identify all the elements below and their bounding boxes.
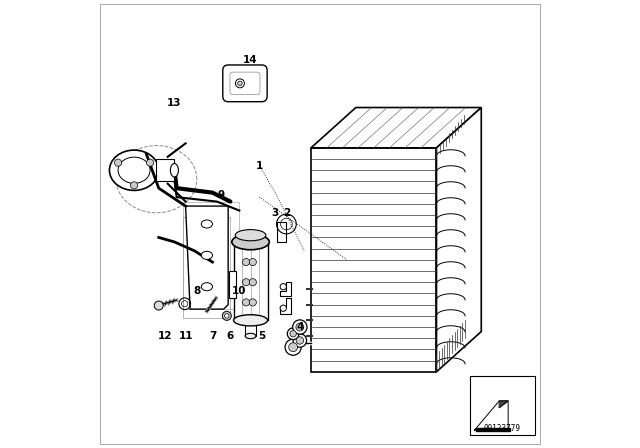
Circle shape [243, 279, 250, 286]
FancyBboxPatch shape [223, 65, 267, 102]
Circle shape [285, 339, 301, 355]
Circle shape [249, 258, 257, 266]
Text: 14: 14 [243, 56, 258, 65]
Text: 9: 9 [218, 190, 225, 200]
Polygon shape [280, 298, 291, 314]
Circle shape [243, 258, 250, 266]
Circle shape [147, 159, 154, 166]
Polygon shape [280, 282, 291, 296]
Text: 10: 10 [232, 286, 246, 296]
Polygon shape [474, 401, 508, 430]
Circle shape [131, 182, 138, 189]
Ellipse shape [234, 314, 268, 326]
Bar [156, 159, 174, 181]
Circle shape [296, 323, 304, 331]
Circle shape [280, 284, 287, 290]
Circle shape [154, 301, 163, 310]
Text: 5: 5 [258, 331, 266, 341]
Text: 7: 7 [209, 331, 216, 341]
Text: 1: 1 [256, 161, 263, 171]
Circle shape [225, 314, 229, 318]
Bar [277, 222, 287, 242]
Bar [229, 271, 236, 298]
Polygon shape [311, 148, 436, 372]
Polygon shape [186, 206, 228, 309]
Circle shape [115, 159, 122, 166]
Ellipse shape [201, 220, 212, 228]
Circle shape [289, 343, 298, 352]
Ellipse shape [201, 251, 212, 259]
Ellipse shape [236, 229, 266, 241]
Circle shape [296, 337, 303, 344]
Ellipse shape [170, 164, 179, 177]
Polygon shape [476, 428, 509, 431]
Ellipse shape [245, 333, 256, 339]
Text: 8: 8 [193, 286, 200, 296]
Circle shape [249, 279, 257, 286]
Text: 2: 2 [283, 208, 290, 218]
Text: 00123779: 00123779 [484, 424, 521, 433]
Ellipse shape [201, 283, 212, 291]
Polygon shape [234, 242, 268, 320]
Ellipse shape [109, 150, 159, 190]
Circle shape [249, 299, 257, 306]
Text: 13: 13 [167, 98, 182, 108]
Bar [470, 376, 535, 435]
Text: 12: 12 [158, 331, 173, 341]
Circle shape [290, 331, 296, 337]
Circle shape [237, 81, 242, 86]
Circle shape [287, 328, 299, 340]
Bar [183, 202, 239, 309]
Polygon shape [311, 108, 481, 148]
Circle shape [293, 334, 307, 347]
Bar [183, 217, 230, 318]
Ellipse shape [232, 234, 269, 250]
Circle shape [222, 311, 231, 320]
Circle shape [243, 299, 250, 306]
Text: 3: 3 [271, 208, 279, 218]
Text: 4: 4 [296, 322, 303, 332]
Polygon shape [499, 401, 508, 408]
Polygon shape [436, 108, 481, 372]
Circle shape [292, 320, 307, 334]
Circle shape [280, 305, 287, 311]
Bar [245, 320, 256, 336]
Text: 6: 6 [227, 331, 234, 341]
Text: 11: 11 [179, 331, 193, 341]
